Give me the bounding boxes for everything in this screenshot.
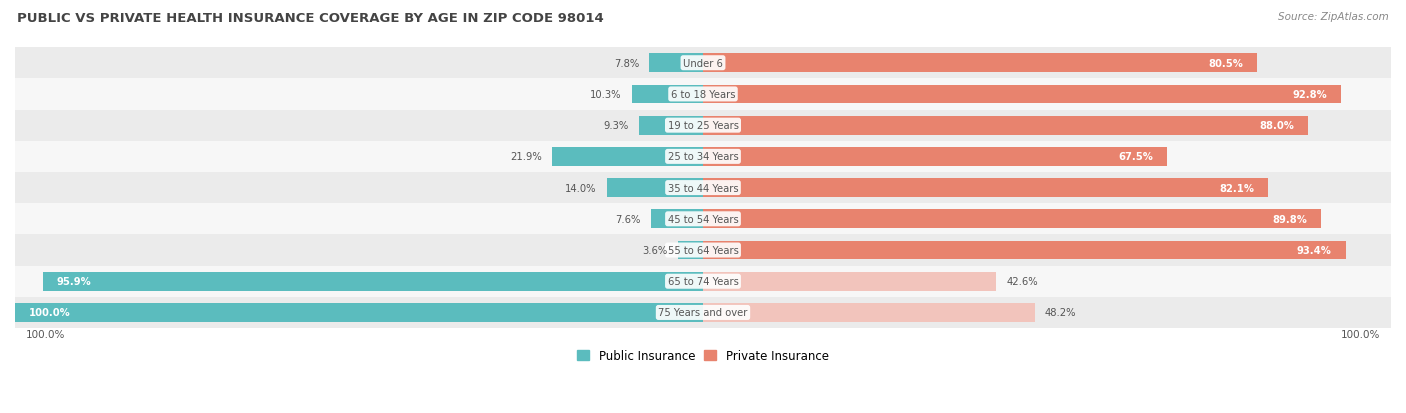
Text: 45 to 54 Years: 45 to 54 Years (668, 214, 738, 224)
Text: 14.0%: 14.0% (565, 183, 596, 193)
Text: 21.9%: 21.9% (510, 152, 541, 162)
Text: 93.4%: 93.4% (1296, 245, 1331, 255)
Text: PUBLIC VS PRIVATE HEALTH INSURANCE COVERAGE BY AGE IN ZIP CODE 98014: PUBLIC VS PRIVATE HEALTH INSURANCE COVER… (17, 12, 603, 25)
Text: 92.8%: 92.8% (1294, 90, 1327, 100)
Bar (703, 241, 1346, 260)
Text: Source: ZipAtlas.com: Source: ZipAtlas.com (1278, 12, 1389, 22)
Bar (15, 297, 1391, 328)
Bar (678, 241, 703, 260)
Bar (606, 179, 703, 197)
Text: 9.3%: 9.3% (603, 121, 628, 131)
Text: Under 6: Under 6 (683, 59, 723, 69)
Text: 95.9%: 95.9% (58, 277, 91, 287)
Text: 82.1%: 82.1% (1219, 183, 1254, 193)
Text: 100.0%: 100.0% (28, 308, 70, 318)
Bar (15, 304, 703, 322)
Text: 7.8%: 7.8% (614, 59, 638, 69)
Text: 25 to 34 Years: 25 to 34 Years (668, 152, 738, 162)
Bar (44, 272, 703, 291)
Bar (15, 204, 1391, 235)
Bar (15, 266, 1391, 297)
Text: 7.6%: 7.6% (614, 214, 640, 224)
Text: 67.5%: 67.5% (1119, 152, 1154, 162)
Text: 65 to 74 Years: 65 to 74 Years (668, 277, 738, 287)
Bar (703, 179, 1268, 197)
Bar (15, 110, 1391, 141)
Text: 100.0%: 100.0% (25, 329, 65, 339)
Text: 48.2%: 48.2% (1045, 308, 1077, 318)
Bar (703, 304, 1035, 322)
Text: 89.8%: 89.8% (1272, 214, 1308, 224)
Bar (651, 210, 703, 229)
Text: 100.0%: 100.0% (1341, 329, 1381, 339)
Text: 55 to 64 Years: 55 to 64 Years (668, 245, 738, 255)
Bar (650, 54, 703, 73)
Text: 19 to 25 Years: 19 to 25 Years (668, 121, 738, 131)
Bar (15, 173, 1391, 204)
Bar (703, 85, 1341, 104)
Bar (703, 116, 1309, 135)
Bar (703, 272, 995, 291)
Bar (703, 54, 1257, 73)
Text: 42.6%: 42.6% (1007, 277, 1038, 287)
Text: 88.0%: 88.0% (1260, 121, 1295, 131)
Bar (703, 210, 1320, 229)
Bar (15, 48, 1391, 79)
Bar (703, 148, 1167, 166)
Text: 10.3%: 10.3% (591, 90, 621, 100)
Text: 3.6%: 3.6% (643, 245, 668, 255)
Text: 80.5%: 80.5% (1208, 59, 1243, 69)
Bar (638, 116, 703, 135)
Bar (15, 235, 1391, 266)
Bar (553, 148, 703, 166)
Text: 6 to 18 Years: 6 to 18 Years (671, 90, 735, 100)
Text: 35 to 44 Years: 35 to 44 Years (668, 183, 738, 193)
Bar (15, 79, 1391, 110)
Text: 75 Years and over: 75 Years and over (658, 308, 748, 318)
Bar (15, 141, 1391, 173)
Legend: Public Insurance, Private Insurance: Public Insurance, Private Insurance (572, 345, 834, 367)
Bar (633, 85, 703, 104)
